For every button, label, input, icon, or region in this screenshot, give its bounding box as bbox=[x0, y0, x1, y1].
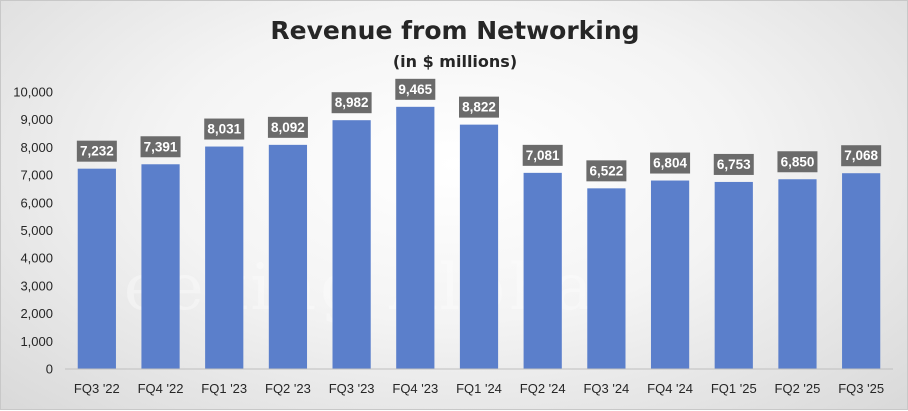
data-label: 7,068 bbox=[844, 148, 878, 163]
data-label-box bbox=[650, 152, 691, 174]
bar bbox=[523, 172, 562, 369]
data-label-box bbox=[841, 145, 882, 167]
bar bbox=[714, 181, 753, 369]
data-label: 6,522 bbox=[589, 163, 623, 178]
y-tick-label: 1,000 bbox=[20, 334, 53, 349]
data-label: 8,982 bbox=[335, 95, 369, 110]
x-tick-label: FQ4 '23 bbox=[392, 381, 438, 396]
data-label-box bbox=[777, 151, 818, 173]
chart-subtitle: (in $ millions) bbox=[393, 52, 517, 71]
y-tick-label: 7,000 bbox=[20, 168, 53, 183]
x-tick-label: FQ4 '24 bbox=[647, 381, 693, 396]
data-label-box bbox=[586, 160, 627, 182]
bar bbox=[459, 124, 499, 369]
data-label-box bbox=[140, 136, 181, 158]
data-label: 8,822 bbox=[462, 100, 496, 115]
data-labels-group: 7,232 7,391 8,031 8,092 8,982 9,465 8,822 7,081… bbox=[76, 78, 882, 182]
data-label-box bbox=[76, 140, 117, 162]
data-label-box bbox=[713, 153, 754, 175]
x-tick-label: FQ4 '22 bbox=[138, 381, 184, 396]
y-tick-label: 9,000 bbox=[20, 112, 53, 127]
data-label-box bbox=[395, 78, 436, 100]
data-label: 7,391 bbox=[144, 139, 178, 154]
x-tick-label: FQ3 '23 bbox=[329, 381, 375, 396]
data-label: 9,465 bbox=[398, 82, 432, 97]
chart-title: Revenue from Networking bbox=[270, 16, 639, 45]
x-tick-label: FQ2 '25 bbox=[775, 381, 821, 396]
x-tick-label: FQ3 '24 bbox=[583, 381, 629, 396]
data-label-box bbox=[267, 116, 308, 138]
y-tick-label: 6,000 bbox=[20, 195, 53, 210]
data-label: 6,804 bbox=[653, 156, 687, 171]
bar bbox=[77, 168, 116, 369]
x-tick-label: FQ1 '24 bbox=[456, 381, 502, 396]
bar bbox=[842, 173, 881, 369]
data-label: 8,031 bbox=[207, 122, 241, 137]
data-label-box bbox=[522, 144, 563, 166]
y-tick-label: 8,000 bbox=[20, 140, 53, 155]
data-label: 6,753 bbox=[717, 157, 751, 172]
x-tick-label: FQ3 '25 bbox=[838, 381, 884, 396]
y-tick-label: 2,000 bbox=[20, 306, 53, 321]
bar bbox=[141, 164, 180, 369]
bar bbox=[205, 146, 244, 369]
bar bbox=[332, 120, 371, 369]
x-axis: FQ3 '22 FQ4 '22 FQ1 '23 FQ2 '23 FQ3 '23 FQ4 '… bbox=[74, 381, 884, 396]
y-axis: 0 1,000 2,000 3,000 4,000 5,000 6,000 7,000 8,00… bbox=[13, 85, 53, 377]
x-tick-label: FQ2 '23 bbox=[265, 381, 311, 396]
data-label-box bbox=[459, 96, 499, 118]
x-tick-label: FQ1 '23 bbox=[201, 381, 247, 396]
data-label: 8,092 bbox=[271, 120, 305, 135]
data-label-box bbox=[204, 118, 245, 140]
bar bbox=[587, 188, 626, 369]
data-label: 7,232 bbox=[80, 144, 114, 159]
x-tick-label: FQ1 '25 bbox=[711, 381, 757, 396]
bar bbox=[396, 106, 435, 369]
data-label: 6,850 bbox=[781, 154, 815, 169]
x-tick-label: FQ3 '22 bbox=[74, 381, 120, 396]
bar bbox=[650, 180, 690, 369]
y-tick-label: 5,000 bbox=[20, 223, 53, 238]
data-label-box bbox=[331, 92, 372, 114]
bars-group bbox=[77, 106, 881, 369]
x-tick-label: FQ2 '24 bbox=[520, 381, 566, 396]
bar bbox=[778, 179, 817, 369]
y-tick-label: 0 bbox=[46, 362, 53, 377]
data-label: 7,081 bbox=[526, 148, 560, 163]
y-tick-label: 10,000 bbox=[13, 85, 53, 100]
bar bbox=[268, 144, 308, 369]
y-tick-label: 4,000 bbox=[20, 251, 53, 266]
y-tick-label: 3,000 bbox=[20, 278, 53, 293]
